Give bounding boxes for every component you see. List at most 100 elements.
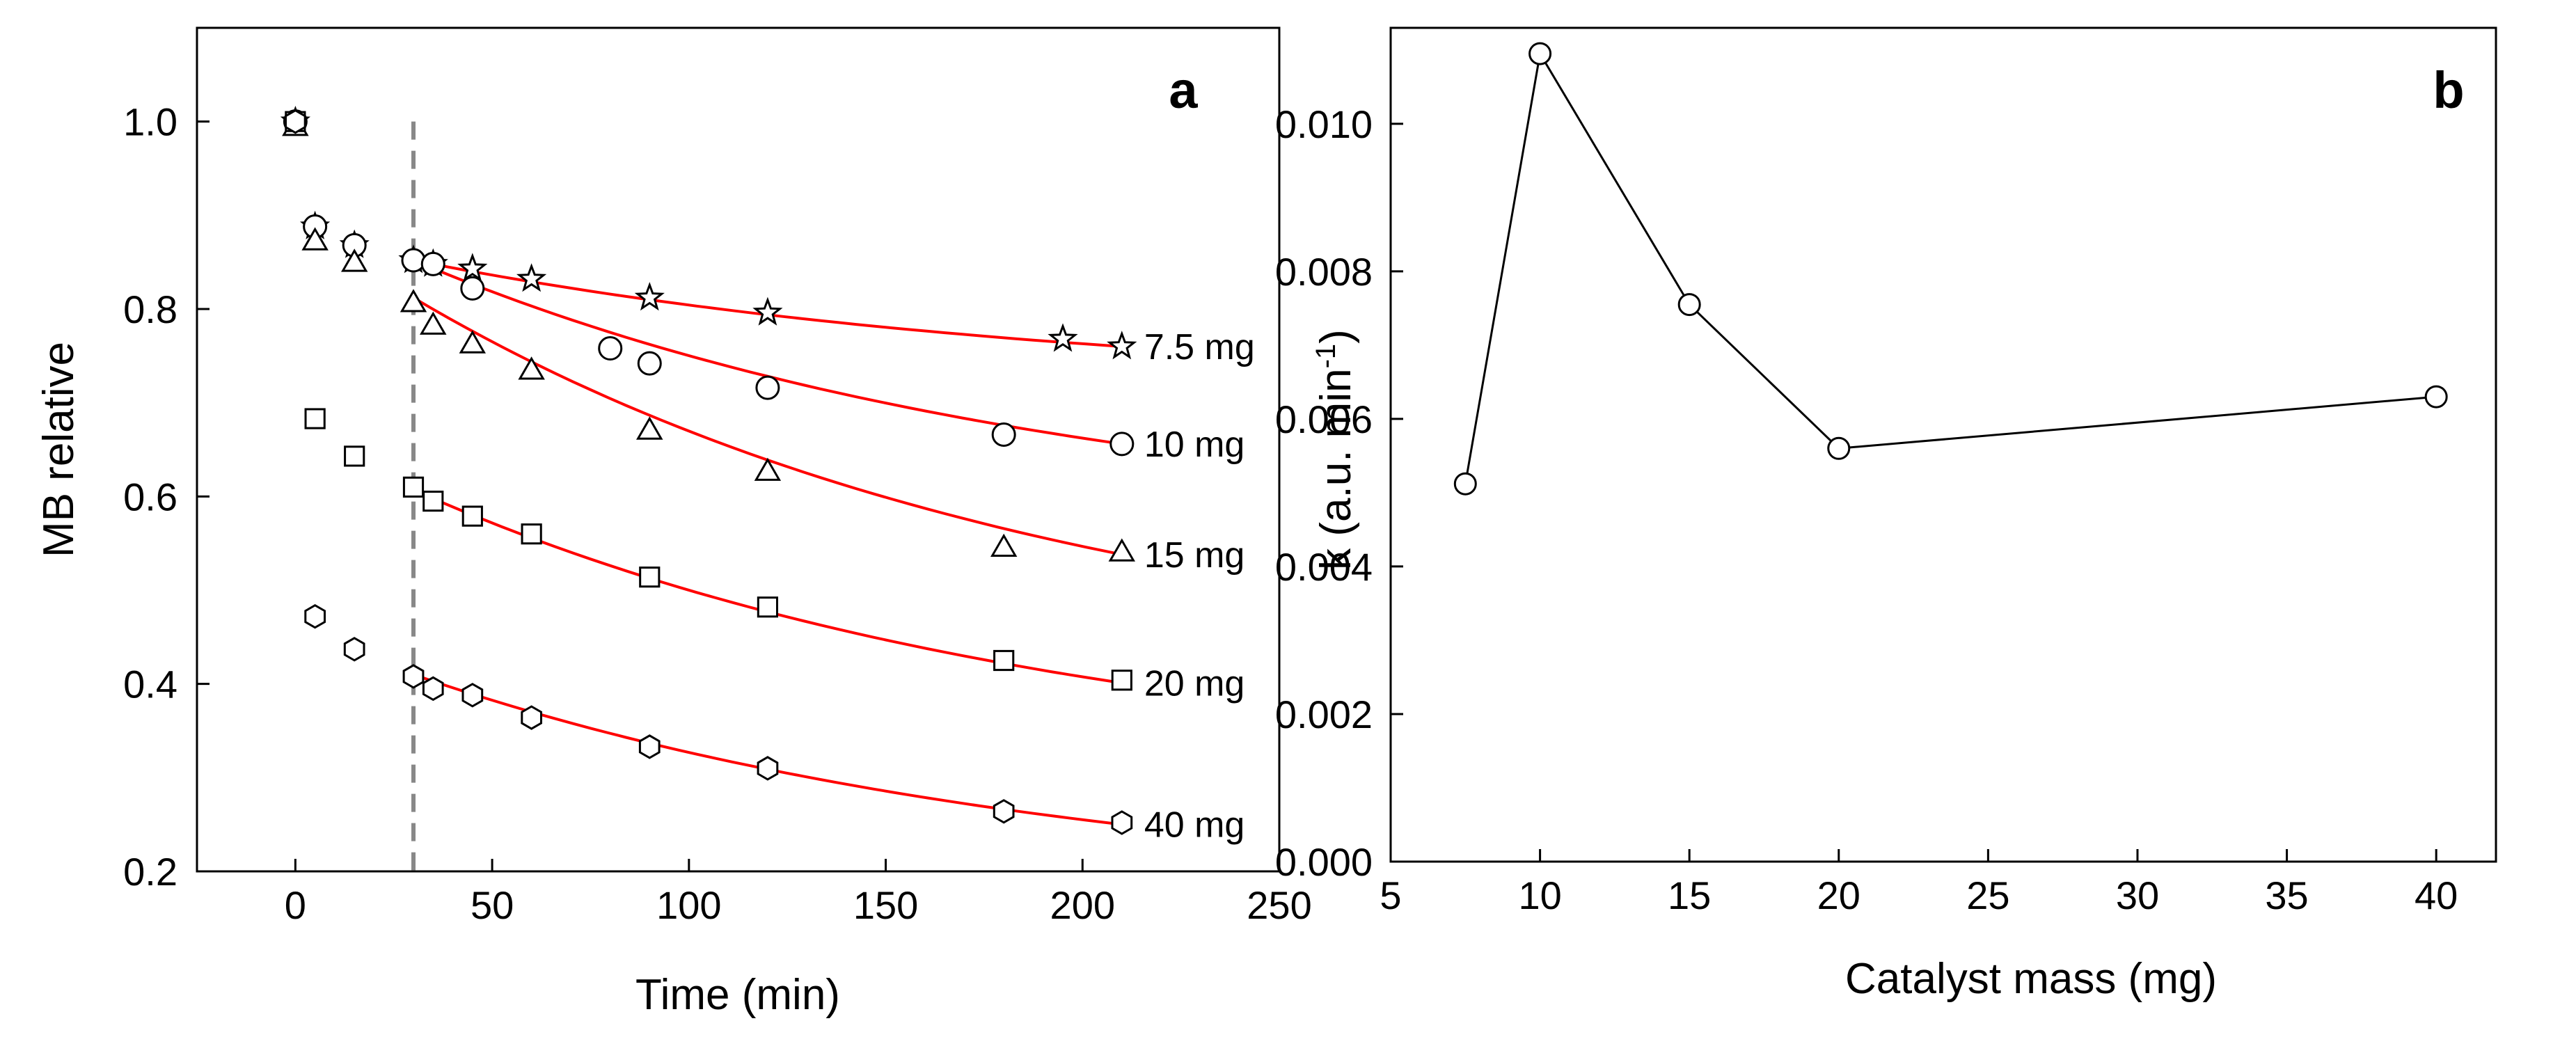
data-point-square: [993, 649, 1015, 672]
y-tick-label: 0.006: [1275, 397, 1373, 441]
x-tick-label: 200: [1050, 883, 1115, 927]
y-tick-label: 0.8: [123, 287, 177, 331]
panel-a-fit-lines: [412, 259, 1123, 826]
series-label: 15 mg: [1144, 535, 1245, 576]
panel-b-y-axis-title-superscript: -1: [1311, 344, 1341, 369]
panel-b-tag: b: [2433, 61, 2464, 119]
data-point-circle: [755, 375, 780, 400]
panel-a-data-points: [280, 106, 1137, 835]
series-label: 7.5 mg: [1144, 327, 1255, 367]
panel-b-y-axis-title: k (a.u. min-1): [1311, 329, 1360, 570]
panel-a-y-axis-title: MB relative: [35, 342, 83, 557]
data-point-hexagon: [521, 705, 542, 730]
y-tick-label: 0.2: [123, 850, 177, 894]
fit-line-40-mg: [413, 673, 1123, 826]
x-tick-label: 35: [2265, 873, 2308, 917]
panel-b-y-axis-title-main: k (a.u. min: [1312, 368, 1360, 569]
data-point-square: [757, 596, 779, 618]
data-point-hexagon: [638, 734, 661, 759]
x-tick-label: 10: [1518, 873, 1561, 917]
data-point-hexagon: [461, 683, 484, 708]
panel-a-plot-frame: [196, 26, 1281, 873]
x-tick-label: 30: [2116, 873, 2159, 917]
data-point-triangle: [459, 330, 486, 354]
x-tick-label: 25: [1966, 873, 2009, 917]
data-point-star: [1048, 323, 1078, 352]
y-tick-label: 0.002: [1275, 692, 1373, 736]
x-tick-label: 40: [2415, 873, 2458, 917]
data-point-hexagon: [757, 756, 779, 781]
data-point-hexagon: [304, 603, 326, 629]
data-point-hexagon: [285, 109, 306, 134]
y-tick-label: 1.0: [123, 100, 177, 144]
panel-b-x-axis-title: Catalyst mass (mg): [1845, 955, 2217, 1003]
x-tick-label: 0: [285, 883, 306, 927]
x-tick-label: 100: [656, 883, 721, 927]
data-point-circle: [1677, 293, 1701, 317]
x-tick-label: 15: [1668, 873, 1711, 917]
panel-b-y-axis-title-suffix: ): [1312, 329, 1360, 344]
fit-line-10-mg: [413, 259, 1123, 445]
data-point-star: [457, 253, 488, 282]
data-point-hexagon: [343, 637, 365, 662]
data-point-circle: [460, 276, 485, 301]
data-point-square: [344, 445, 365, 467]
y-tick-label: 0.004: [1275, 545, 1373, 589]
panel-b-plot-frame: [1389, 26, 2497, 863]
data-point-square: [304, 408, 326, 429]
data-point-star: [516, 263, 547, 292]
y-tick-label: 0.6: [123, 475, 177, 518]
data-point-triangle: [400, 289, 427, 312]
x-tick-label: 5: [1380, 873, 1401, 917]
data-point-circle: [598, 336, 623, 361]
data-point-triangle: [1108, 538, 1135, 562]
y-tick-label: 0.010: [1275, 102, 1373, 146]
data-point-circle: [2424, 385, 2448, 409]
data-point-square: [639, 567, 661, 588]
panel-a-series-labels: 7.5 mg 10 mg 15 mg 20 mg 40 mg: [1144, 327, 1255, 846]
y-tick-label: 0.000: [1275, 840, 1373, 884]
data-point-circle: [1528, 42, 1552, 65]
data-point-triangle: [301, 227, 329, 251]
data-point-star: [634, 282, 665, 311]
panel-b-ticks: 5 10 15 20 25 30 35 40 0.000 0.002 0.004 0.006 0.008…: [1275, 102, 2458, 917]
data-point-triangle: [419, 311, 447, 335]
x-tick-label: 150: [853, 883, 918, 927]
x-tick-label: 250: [1247, 883, 1311, 927]
data-point-hexagon: [402, 664, 425, 689]
y-tick-label: 0.4: [123, 663, 177, 706]
panel-a-tag: a: [1169, 61, 1198, 119]
panel-a-ticks: 0 50 100 150 200 250 0.2 0.4 0.6 0.8 1.0: [123, 100, 1312, 927]
series-label: 40 mg: [1144, 805, 1245, 846]
panel-a-x-axis-title: Time (min): [635, 971, 840, 1019]
series-label: 10 mg: [1144, 425, 1245, 465]
fit-line-20-mg: [413, 489, 1123, 685]
data-point-star: [752, 296, 783, 326]
data-point-triangle: [518, 356, 545, 380]
panel-b-chart: 5 10 15 20 25 30 35 40 0.000 0.002 0.004 0.006 0.008…: [1275, 26, 2497, 1003]
data-point-triangle: [635, 416, 663, 440]
data-point-square: [521, 523, 542, 545]
data-point-circle: [420, 251, 445, 276]
data-point-circle: [1109, 432, 1135, 457]
data-point-circle: [1453, 472, 1477, 496]
data-point-hexagon: [993, 799, 1015, 824]
series-label: 20 mg: [1144, 663, 1245, 704]
data-point-square: [461, 505, 483, 527]
data-point-triangle: [341, 248, 368, 272]
y-tick-label: 0.008: [1275, 250, 1373, 294]
x-tick-label: 20: [1817, 873, 1860, 917]
panel-b-data-points: [1453, 42, 2448, 496]
panel-b-series-line: [1464, 50, 2437, 484]
data-point-star: [1107, 331, 1137, 360]
data-point-circle: [991, 422, 1016, 447]
data-point-square: [402, 476, 425, 498]
data-point-circle: [1827, 436, 1851, 460]
data-point-triangle: [990, 533, 1018, 557]
panel-a-chart: 0 50 100 150 200 250 0.2 0.4 0.6 0.8 1.0 7.5 mg 10 …: [35, 26, 1312, 1019]
data-point-square: [1111, 670, 1132, 691]
x-tick-label: 50: [471, 883, 514, 927]
data-point-circle: [401, 248, 426, 273]
k-series-line: [1464, 50, 2437, 484]
